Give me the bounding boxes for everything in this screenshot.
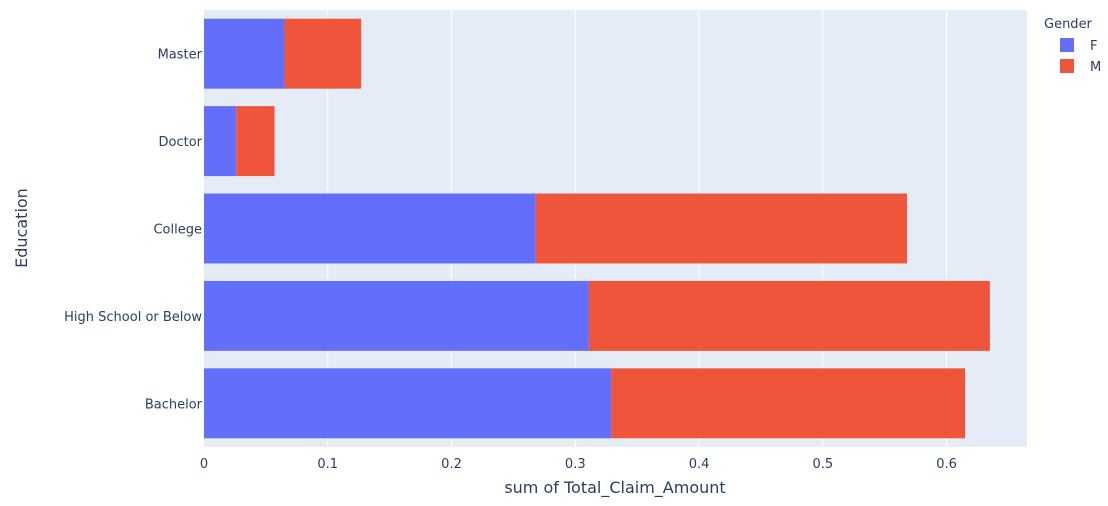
- legend: Gender FM: [1044, 17, 1101, 75]
- bar-f: [204, 368, 612, 439]
- x-tick-label: 0.5: [812, 457, 833, 472]
- bar-m: [588, 280, 990, 351]
- bar-f: [204, 280, 589, 351]
- x-tick-label: 0.3: [565, 457, 586, 472]
- x-tick-label: 0.1: [317, 457, 338, 472]
- x-axis-title: sum of Total_Claim_Amount: [504, 478, 725, 498]
- bar-m: [236, 106, 275, 177]
- bars: [204, 18, 990, 439]
- y-tick-label: College: [153, 223, 202, 238]
- bar-m: [535, 193, 907, 264]
- y-tick-label: High School or Below: [64, 310, 202, 325]
- bar-f: [204, 193, 536, 264]
- legend-title: Gender: [1044, 17, 1093, 32]
- y-axis-title: Education: [12, 188, 31, 268]
- x-tick-label: 0.2: [441, 457, 462, 472]
- bar-f: [204, 18, 285, 89]
- bar-m: [284, 18, 362, 89]
- x-axis-ticks: 0 0.1 0.2 0.3 0.4 0.5 0.6: [200, 457, 957, 472]
- legend-label-f: F: [1090, 39, 1097, 54]
- legend-label-m: M: [1090, 60, 1101, 75]
- legend-swatch-f: [1060, 38, 1074, 52]
- y-tick-label: Doctor: [158, 135, 202, 150]
- x-tick-label: 0.6: [936, 457, 957, 472]
- legend-swatch-m: [1060, 59, 1074, 73]
- x-tick-label: 0: [200, 457, 208, 472]
- bar-f: [204, 106, 237, 177]
- x-tick-label: 0.4: [689, 457, 710, 472]
- y-tick-label: Bachelor: [145, 397, 203, 412]
- y-tick-label: Master: [158, 48, 203, 63]
- y-axis-ticks: Bachelor High School or Below College Docto…: [64, 48, 203, 413]
- bar-m: [611, 368, 966, 439]
